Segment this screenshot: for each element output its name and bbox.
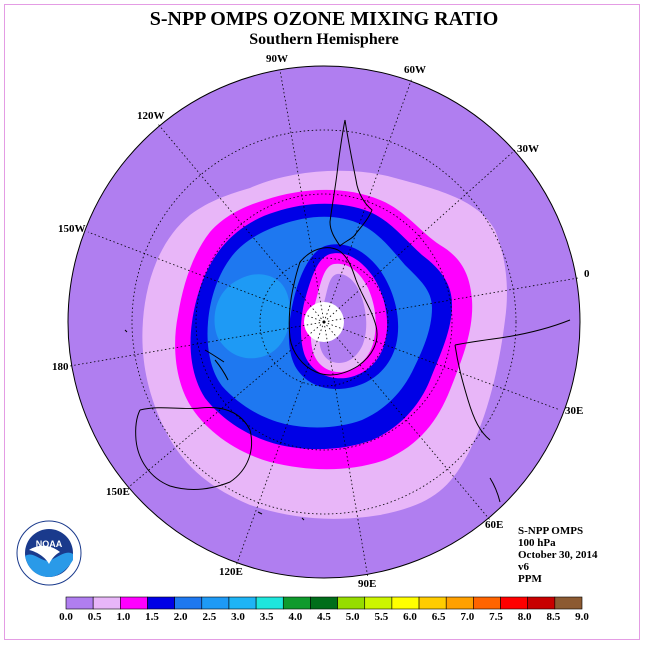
colorbar-swatch (228, 596, 257, 610)
colorbar-swatch (473, 596, 501, 610)
longitude-labels: 90W 60W 30W 0 30E 60E 90E 120E 150E 180 … (52, 53, 590, 590)
new-zealand-coast (204, 349, 229, 381)
lon-label-60W: 60W (404, 64, 426, 76)
lon-label-30E: 30E (565, 405, 583, 417)
colorbar-tick-label: 4.5 (317, 611, 331, 623)
coastlines (124, 119, 571, 521)
lon-label-30W: 30W (517, 143, 539, 155)
colorbar-tick-label: 3.5 (260, 611, 274, 623)
lon-label-180: 180 (52, 361, 69, 373)
colorbar-swatch (418, 596, 447, 610)
colorbar-swatch (255, 596, 284, 610)
colorbar-tick-label: 5.0 (346, 611, 360, 623)
meridian-60W (323, 77, 413, 323)
lon-label-120E: 120E (219, 566, 243, 578)
australia-coast (135, 407, 253, 490)
lon-label-120W: 120W (137, 110, 165, 122)
colorbar-tick-label: 0.5 (88, 611, 102, 623)
colorbar-tick-label: 0.0 (59, 611, 73, 623)
meridian-30W (323, 149, 516, 323)
africa-coast (454, 319, 571, 441)
colorbar-tick-label: 7.0 (460, 611, 474, 623)
lon-label-150W: 150W (58, 223, 86, 235)
islands (124, 329, 305, 521)
south-america-coast (329, 119, 373, 247)
colorbar-swatch (445, 596, 474, 610)
colorbar-swatch (337, 596, 366, 610)
colorbar-swatch (500, 596, 528, 610)
meridian-120E (235, 321, 325, 567)
colorbar-tick-label: 4.0 (288, 611, 302, 623)
colorbar-swatch (65, 596, 94, 610)
colorbar-tick-label: 1.0 (116, 611, 130, 623)
colorbar-tick-label: 1.5 (145, 611, 159, 623)
colorbar-swatch (92, 596, 121, 610)
colorbar-swatch (527, 596, 556, 610)
latitude-circle-30S (131, 129, 517, 515)
colorbar-tick-label: 2.0 (174, 611, 188, 623)
info-date: October 30, 2014 (518, 549, 598, 561)
colorbar-swatch (391, 596, 420, 610)
info-block: S-NPP OMPS 100 hPa October 30, 2014 v6 P… (518, 525, 598, 585)
ozone-field (68, 66, 580, 578)
latitude-circle-45S (195, 193, 453, 451)
colorbar-swatch (147, 596, 175, 610)
colorbar-swatch (282, 596, 311, 610)
meridian-60E (323, 321, 491, 521)
info-version: v6 (518, 561, 529, 573)
colorbar-swatch (120, 596, 148, 610)
map-outline (67, 65, 581, 579)
meridian-180 (69, 321, 325, 367)
map-subtitle: Southern Hemisphere (249, 31, 399, 48)
lon-label-90E: 90E (358, 578, 376, 590)
info-units: PPM (518, 573, 542, 585)
info-level: 100 hPa (518, 537, 556, 549)
colorbar-tick-label: 9.0 (575, 611, 589, 623)
lon-label-90W: 90W (266, 53, 288, 65)
lon-label-0: 0 (584, 268, 590, 280)
colorbar-tick-label: 8.0 (518, 611, 532, 623)
colorbar-tick-label: 6.5 (432, 611, 446, 623)
noaa-logo: NOAA (16, 520, 82, 591)
graticule (69, 69, 579, 579)
colorbar-swatch (201, 596, 230, 610)
latitude-circle-60S (259, 257, 389, 387)
colorbar-swatch (364, 596, 393, 610)
contour-2-5 (214, 274, 290, 359)
meridian-90E (323, 321, 369, 579)
colorbar-swatch (554, 596, 583, 610)
colorbar-tick-label: 8.5 (546, 611, 560, 623)
figure-border (4, 4, 640, 640)
info-instrument: S-NPP OMPS (518, 525, 584, 537)
colorbar-tick-label: 7.5 (489, 611, 503, 623)
antarctica-coast (288, 247, 378, 376)
colorbar: 0.0 0.5 1.0 1.5 2.0 2.5 3.0 3.5 4.0 4.5 5.0 5.5 6.0 6… (59, 596, 589, 623)
colorbar-swatch (174, 596, 203, 610)
colorbar-tick-label: 5.5 (374, 611, 388, 623)
meridian-0 (323, 277, 579, 323)
colorbar-tick-label: 6.0 (403, 611, 417, 623)
colorbar-tick-label: 3.0 (231, 611, 245, 623)
meridian-120W (157, 123, 325, 323)
lon-label-60E: 60E (485, 519, 503, 531)
noaa-logo-text: NOAA (36, 539, 63, 549)
meridian-90W (279, 69, 325, 323)
colorbar-swatch (310, 596, 338, 610)
south-pole-marker (322, 320, 326, 324)
madagascar-coast (489, 477, 501, 503)
lon-label-150E: 150E (106, 486, 130, 498)
map-title: S-NPP OMPS OZONE MIXING RATIO (149, 8, 499, 30)
colorbar-tick-label: 2.5 (202, 611, 216, 623)
